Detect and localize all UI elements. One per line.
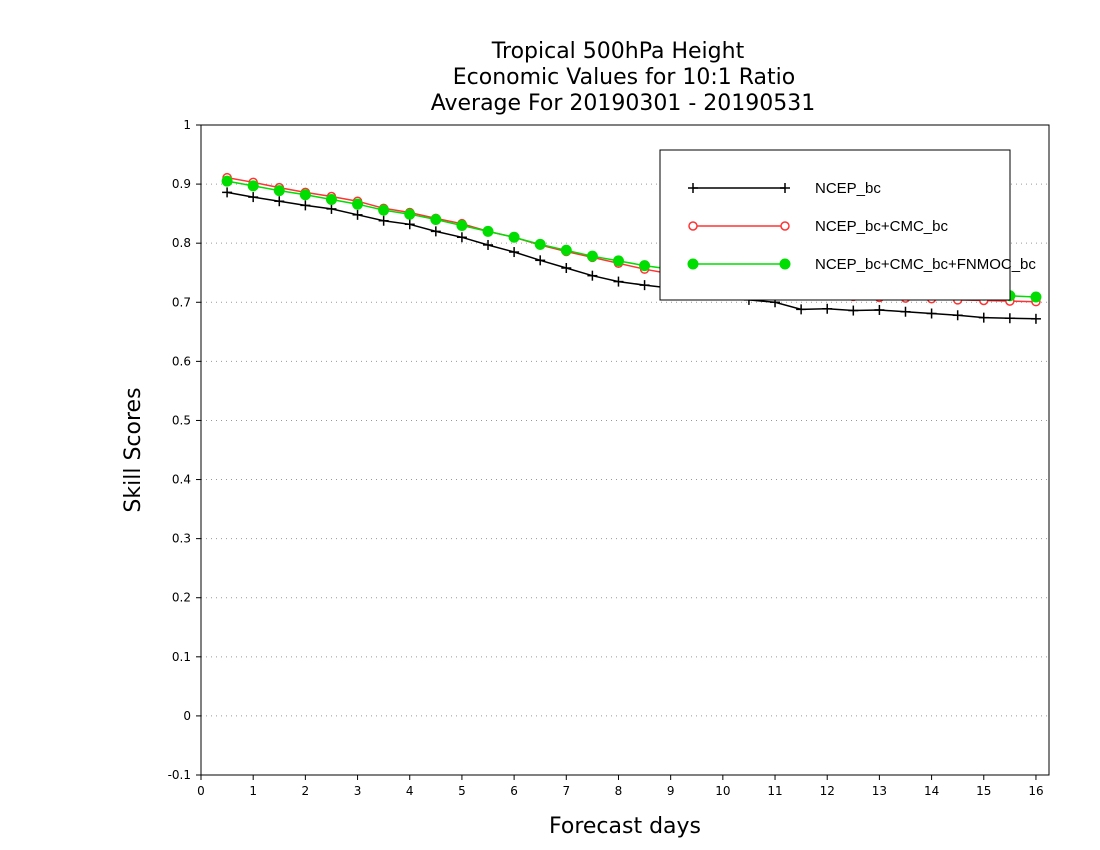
legend-marker [688, 183, 698, 193]
data-point [534, 238, 546, 250]
x-tick-label: 10 [715, 784, 730, 798]
data-point [430, 214, 442, 226]
data-point [508, 231, 520, 243]
data-point [247, 180, 259, 192]
data-point [612, 255, 624, 267]
x-tick-label: 8 [615, 784, 623, 798]
x-tick-label: 5 [458, 784, 466, 798]
x-tick-label: 2 [302, 784, 310, 798]
data-point [300, 200, 311, 211]
chart-title-line-1: Tropical 500hPa Height [491, 39, 745, 64]
legend-marker [688, 221, 698, 231]
data-point [378, 215, 389, 226]
x-tick-label: 4 [406, 784, 414, 798]
y-tick-label: 0 [183, 709, 191, 723]
data-point [456, 232, 467, 243]
data-point [639, 280, 650, 291]
x-tick-label: 6 [510, 784, 518, 798]
data-point [221, 175, 233, 187]
data-point [796, 304, 807, 315]
y-tick-label: 0.6 [172, 354, 191, 368]
data-point [378, 204, 390, 216]
y-tick-label: 0.2 [172, 591, 191, 605]
data-point [848, 305, 859, 316]
data-point [561, 263, 572, 273]
y-tick-label: -0.1 [168, 768, 191, 782]
legend-box [659, 149, 1011, 301]
data-point [613, 276, 624, 287]
legend-marker [780, 221, 790, 231]
legend-marker [779, 258, 791, 270]
x-tick-label: 3 [354, 784, 362, 798]
legend: NCEP_bc NCEP_bc+CMC_bc NCEP_bc+CMC_bc+FNMO… [659, 149, 1036, 301]
data-point [326, 203, 337, 214]
y-tick-label: 0.3 [172, 532, 191, 546]
data-point [222, 187, 233, 198]
chart-title-line-3: Average For 20190301 - 20190531 [431, 91, 816, 116]
legend-label: NCEP_bc+CMC_bc [815, 218, 948, 235]
data-point [404, 219, 415, 230]
x-tick-label: 9 [667, 784, 675, 798]
data-point [874, 304, 885, 315]
data-point [952, 310, 963, 321]
data-point [639, 260, 651, 272]
data-point [587, 270, 598, 281]
x-tick-label: 14 [924, 784, 939, 798]
legend-marker [780, 183, 790, 193]
data-point [926, 308, 937, 319]
x-tick-label: 11 [767, 784, 782, 798]
data-point [900, 306, 911, 317]
data-point [404, 208, 416, 220]
legend-marker [687, 258, 699, 270]
legend-label: NCEP_bc+CMC_bc+FNMOC_bc [815, 256, 1036, 273]
data-point [822, 303, 833, 314]
data-point [1030, 313, 1041, 324]
data-point [274, 196, 285, 207]
data-point [352, 198, 364, 210]
data-point [299, 189, 311, 201]
data-point [560, 244, 572, 256]
x-axis-label: Forecast days [549, 814, 701, 839]
y-tick-label: 0.4 [172, 473, 191, 487]
data-point [248, 192, 259, 203]
y-tick-label: 0.7 [172, 295, 191, 309]
y-tick-label: 0.5 [172, 413, 191, 427]
x-tick-label: 15 [976, 784, 991, 798]
data-point [482, 225, 494, 237]
y-tick-label: 0.9 [172, 177, 191, 191]
data-point [325, 193, 337, 205]
x-tick-label: 1 [249, 784, 257, 798]
data-point [430, 226, 441, 237]
x-tick-label: 12 [820, 784, 835, 798]
data-point [483, 239, 494, 250]
axis-ticks: -0.100.10.20.30.40.50.60.70.80.910 1 2 3 4 5 6… [168, 118, 1044, 798]
y-tick-label: 0.8 [172, 236, 191, 250]
data-point [586, 250, 598, 262]
chart-title-line-2: Economic Values for 10:1 Ratio [453, 65, 795, 90]
data-point [1004, 313, 1015, 324]
y-axis-label: Skill Scores [121, 387, 146, 512]
data-point [1030, 291, 1042, 303]
y-tick-label: 0.1 [172, 650, 191, 664]
plot-area-frame [200, 124, 1050, 776]
data-point [535, 255, 546, 266]
x-tick-label: 16 [1028, 784, 1043, 798]
y-tick-label: 1 [183, 118, 191, 132]
data-point [509, 247, 520, 258]
legend-label: NCEP_bc [815, 180, 881, 197]
data-point [352, 209, 363, 220]
x-tick-label: 7 [562, 784, 570, 798]
data-point [273, 185, 285, 197]
legend-entries: NCEP_bc NCEP_bc+CMC_bc NCEP_bc+CMC_bc+FNMO… [687, 180, 1036, 273]
data-point [978, 312, 989, 323]
x-tick-label: 0 [197, 784, 205, 798]
data-point [456, 219, 468, 231]
x-tick-label: 13 [872, 784, 887, 798]
